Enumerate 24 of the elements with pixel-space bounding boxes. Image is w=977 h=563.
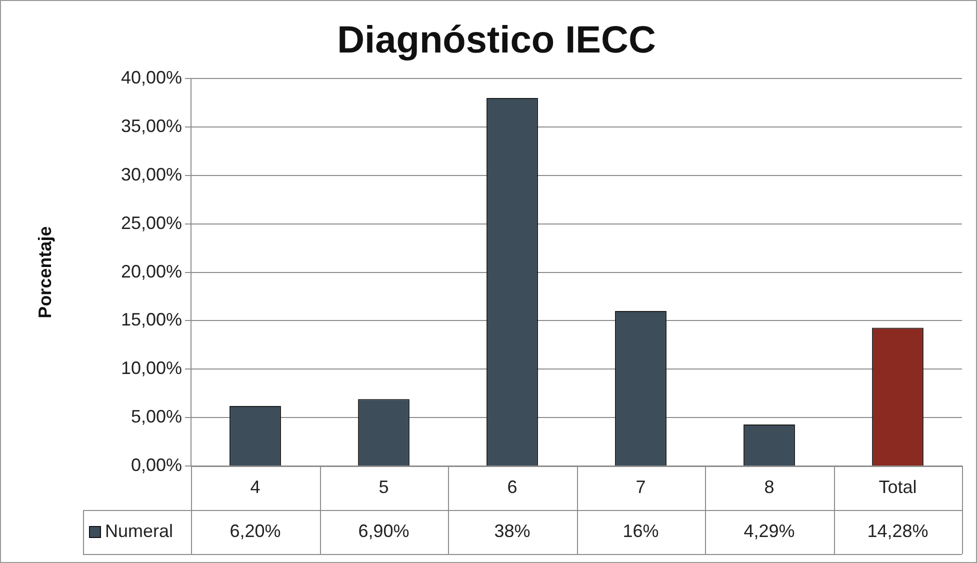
legend-label: Numeral xyxy=(105,520,174,541)
y-tick-label: 25,00% xyxy=(120,212,182,233)
x-tick-label: Total xyxy=(878,476,917,497)
y-tick-label: 35,00% xyxy=(120,116,182,136)
y-tick-label: 15,00% xyxy=(120,310,182,330)
data-label: 16% xyxy=(622,520,659,541)
data-label: 14,28% xyxy=(867,520,928,541)
data-label: 6,20% xyxy=(230,520,281,541)
x-tick-label: 6 xyxy=(507,476,518,497)
chart-title: Diagnóstico IECC xyxy=(337,19,656,62)
y-tick-label: 20,00% xyxy=(120,261,182,282)
y-tick-label: 10,00% xyxy=(120,358,182,378)
y-tick-label: 30,00% xyxy=(120,164,182,184)
data-label: 6,90% xyxy=(358,520,410,541)
y-tick-label: 40,00% xyxy=(120,68,182,88)
y-axis-title: Porcentaje xyxy=(34,226,55,318)
x-tick-label: 4 xyxy=(250,476,260,497)
y-tick-label: 5,00% xyxy=(130,406,182,427)
data-label: 38% xyxy=(494,520,530,541)
x-tick-label: 8 xyxy=(764,476,774,497)
y-tick-label: 0,00% xyxy=(130,454,182,475)
data-label: 4,29% xyxy=(744,520,795,541)
x-tick-label: 5 xyxy=(378,476,389,497)
x-tick-label: 7 xyxy=(636,476,646,497)
